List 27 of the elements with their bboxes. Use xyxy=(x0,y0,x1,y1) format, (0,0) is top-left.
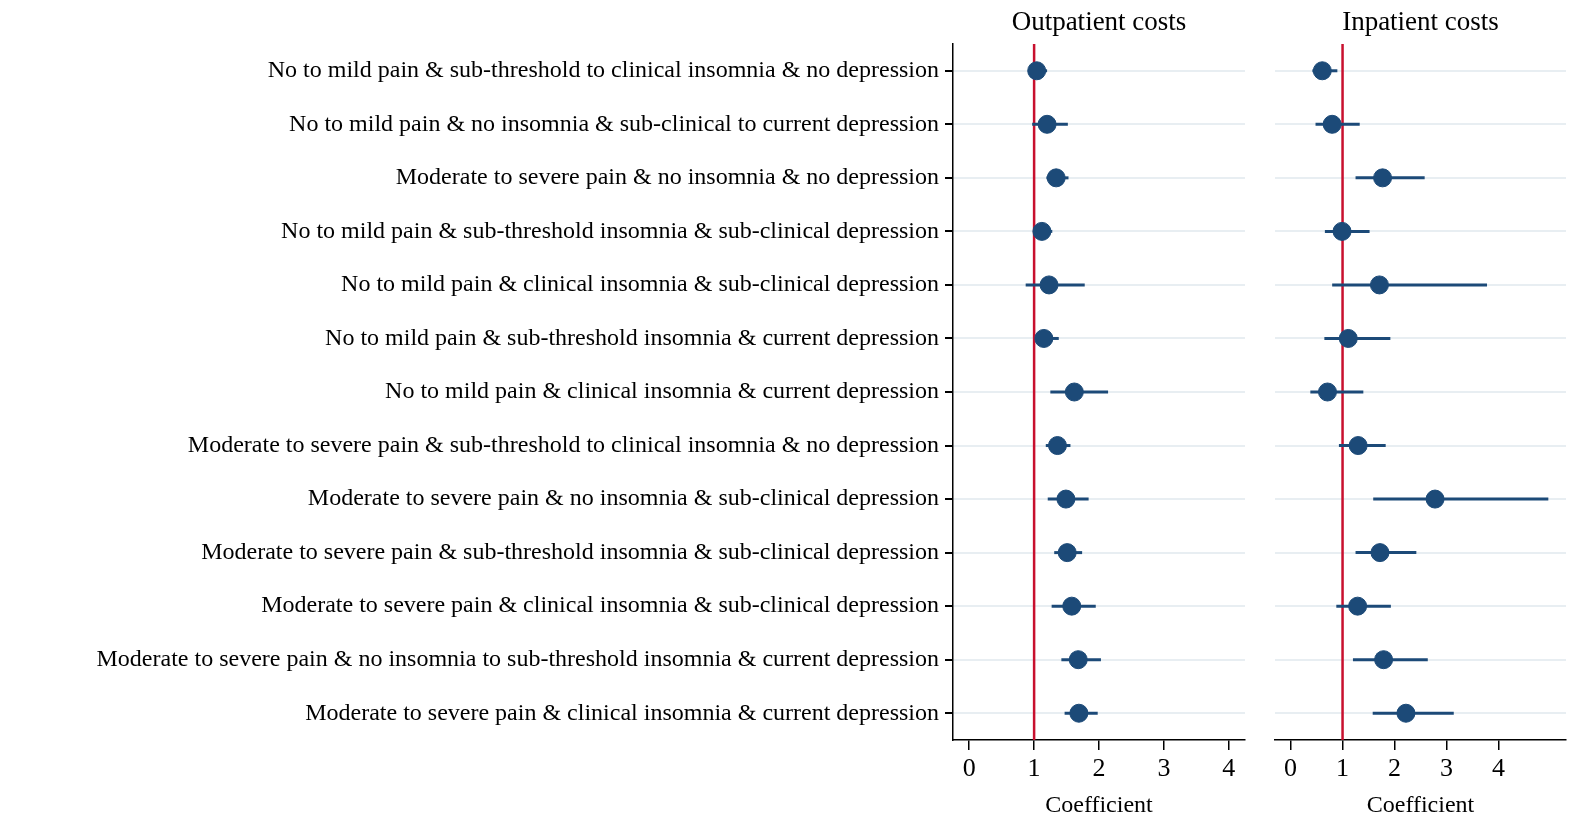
x-tick-label: 2 xyxy=(1092,753,1106,783)
x-tick-label: 1 xyxy=(1027,753,1041,783)
x-axis-title: Coefficient xyxy=(1045,790,1154,817)
y-tick-label: Moderate to severe pain & sub-threshold insomnia & sub-clinical depression xyxy=(201,537,939,564)
x-tick-label: 3 xyxy=(1157,753,1171,783)
y-tick-label: No to mild pain & sub-threshold insomnia & sub-clinical depression xyxy=(281,216,939,243)
y-tick-label: No to mild pain & no insomnia & sub-clinical to current depression xyxy=(289,109,939,136)
y-tick-label: No to mild pain & clinical insomnia & current depression xyxy=(385,377,939,404)
y-tick-label: No to mild pain & sub-threshold insomnia & current depression xyxy=(325,323,939,350)
x-tick-label: 4 xyxy=(1222,753,1236,783)
y-tick-label: No to mild pain & sub-threshold to clinical insomnia & no depression xyxy=(267,56,939,83)
chart-title: Outpatient costs xyxy=(1011,6,1187,37)
x-tick-label: 2 xyxy=(1388,753,1402,783)
y-tick-label: Moderate to severe pain & clinical insomnia & sub-clinical depression xyxy=(261,591,939,618)
y-tick-label: No to mild pain & clinical insomnia & sub-clinical depression xyxy=(341,270,939,297)
x-axis-title: Coefficient xyxy=(1366,790,1475,817)
x-tick-label: 0 xyxy=(962,753,976,783)
y-tick-label: Moderate to severe pain & no insomnia & sub-clinical depression xyxy=(307,484,939,511)
chart-title: Inpatient costs xyxy=(1342,6,1499,37)
x-tick-label: 0 xyxy=(1284,753,1298,783)
y-tick-label: Moderate to severe pain & sub-threshold to clinical insomnia & no depression xyxy=(187,430,939,457)
y-tick-label: Moderate to severe pain & clinical insomnia & current depression xyxy=(305,698,939,725)
y-tick-label: Moderate to severe pain & no insomnia & no depression xyxy=(395,163,939,190)
y-tick-label: Moderate to severe pain & no insomnia to sub-threshold insomnia & current depression xyxy=(96,644,939,671)
x-tick-label: 4 xyxy=(1491,753,1505,783)
x-tick-label: 1 xyxy=(1336,753,1350,783)
x-tick-label: 3 xyxy=(1439,753,1453,783)
